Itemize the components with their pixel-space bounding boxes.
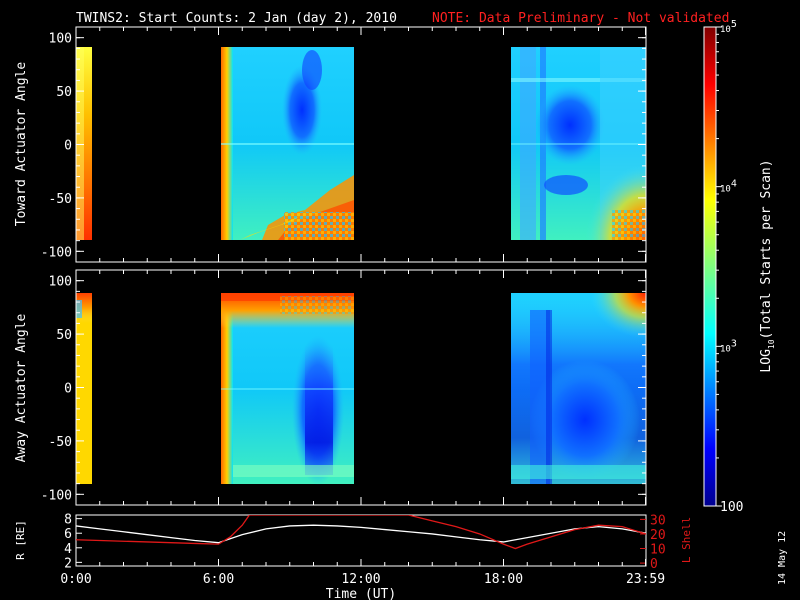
toward-angle-panel: 100 50 0 -50 -100 <box>41 26 647 263</box>
time-tick-label: 12:00 <box>341 572 380 587</box>
time-tick-label: 6:00 <box>203 572 234 587</box>
colorbar-label-rest: (Total Starts per Scan) <box>759 159 774 339</box>
r-tick-label: 2 <box>64 556 72 571</box>
colorbar-tick-exp: 3 <box>731 338 737 349</box>
r-tick-label: 6 <box>64 527 72 542</box>
time-tick-label: 18:00 <box>484 572 523 587</box>
l-shell-series-line <box>76 515 646 550</box>
ephemeris-frame <box>75 514 647 567</box>
y-tick-label: -100 <box>41 488 72 503</box>
away-angle-label: Away Actuator Angle <box>14 313 29 462</box>
time-tick-label: 0:00 <box>60 572 91 587</box>
colorbar-tick-base: 10 <box>720 25 731 35</box>
y-tick-label: 100 <box>49 275 72 290</box>
toward-angle-label: Toward Actuator Angle <box>14 62 29 227</box>
r-re-label: R [RE] <box>14 520 27 560</box>
colorbar-label-main: LOG <box>759 349 774 373</box>
y-tick-label: -50 <box>49 192 72 207</box>
away-angle-heatmap <box>76 293 646 485</box>
colorbar-tick-label: 100 <box>720 500 743 515</box>
l-tick-label: 20 <box>650 528 666 543</box>
y-tick-label: -100 <box>41 245 72 260</box>
y-tick-label: 50 <box>56 328 72 343</box>
r-tick-label: 8 <box>64 513 72 528</box>
plot-title: TWINS2: Start Counts: 2 Jan (day 2), 201… <box>76 11 397 26</box>
colorbar-gradient <box>703 26 717 507</box>
preliminary-note: NOTE: Data Preliminary - Not validated <box>432 11 729 26</box>
y-tick-label: 0 <box>64 382 72 397</box>
date-stamp: 14 May 12 <box>777 531 788 585</box>
colorbar-tick-base: 10 <box>720 185 731 195</box>
colorbar-tick-exp: 5 <box>731 19 737 30</box>
toward-angle-heatmap <box>76 47 646 240</box>
r-series-line <box>76 524 646 544</box>
y-tick-label: -50 <box>49 435 72 450</box>
toward-angle-axis: 100 50 0 -50 -100 <box>41 27 647 262</box>
away-angle-axis: 100 50 0 -50 -100 <box>41 270 647 505</box>
away-angle-panel: 100 50 0 -50 -100 <box>41 269 647 506</box>
colorbar-tick-exp: 4 <box>731 179 737 190</box>
l-tick-label: 0 <box>650 557 658 572</box>
y-tick-label: 100 <box>49 32 72 47</box>
l-tick-label: 10 <box>650 543 666 558</box>
colorbar-tick-label: 104 <box>720 179 737 195</box>
y-tick-label: 50 <box>56 85 72 100</box>
x-axis-label: Time (UT) <box>326 587 396 600</box>
right-ephemeris-label: L Shell <box>680 517 693 563</box>
colorbar-tick-base: 100 <box>720 500 743 515</box>
ephemeris-lines <box>76 515 646 550</box>
y-tick-label: 0 <box>64 139 72 154</box>
colorbar-tick-base: 10 <box>720 344 731 354</box>
l-tick-label: 30 <box>650 513 666 528</box>
colorbar-tick-label: 105 <box>720 19 737 35</box>
colorbar-tick-label: 103 <box>720 338 737 354</box>
left-ephemeris-label: R [RE] <box>14 520 27 560</box>
r-tick-label: 4 <box>64 542 72 557</box>
colorbar-label-sub: 10 <box>767 339 776 349</box>
colorbar-label: LOG10(Total Starts per Scan) <box>759 159 776 372</box>
time-tick-label: 23:59 <box>626 572 665 587</box>
l-shell-label: L Shell <box>680 517 693 563</box>
